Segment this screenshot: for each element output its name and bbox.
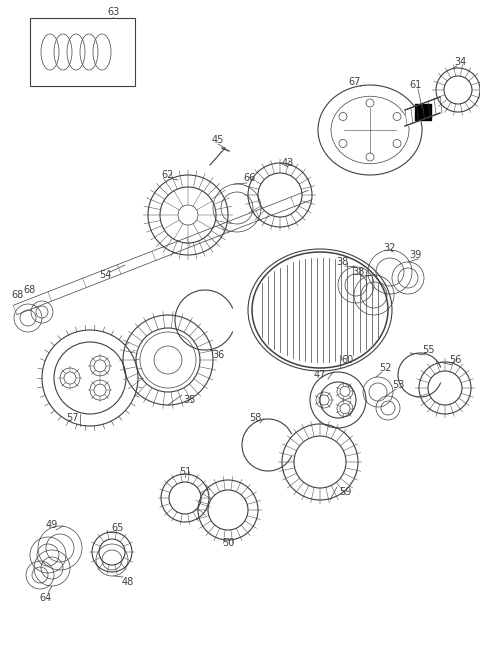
Text: 68: 68 bbox=[24, 285, 36, 295]
Text: 36: 36 bbox=[212, 350, 224, 360]
Text: 54: 54 bbox=[99, 270, 111, 280]
Text: 65: 65 bbox=[112, 523, 124, 533]
Text: 61: 61 bbox=[409, 80, 421, 90]
Text: 57: 57 bbox=[66, 413, 78, 423]
Text: 52: 52 bbox=[379, 363, 391, 373]
Text: 55: 55 bbox=[422, 345, 434, 355]
Text: 34: 34 bbox=[454, 57, 466, 67]
Text: 38: 38 bbox=[336, 257, 348, 267]
Text: 50: 50 bbox=[222, 538, 234, 548]
Text: 59: 59 bbox=[339, 487, 351, 497]
Text: 62: 62 bbox=[162, 170, 174, 180]
Text: 60: 60 bbox=[342, 355, 354, 365]
Text: 38: 38 bbox=[352, 267, 364, 277]
Text: 47: 47 bbox=[314, 370, 326, 380]
Text: 56: 56 bbox=[449, 355, 461, 365]
Text: 39: 39 bbox=[409, 250, 421, 260]
Text: 58: 58 bbox=[249, 413, 261, 423]
Text: 45: 45 bbox=[212, 135, 224, 145]
Text: 53: 53 bbox=[392, 380, 404, 390]
Text: 51: 51 bbox=[179, 467, 191, 477]
Text: 32: 32 bbox=[384, 243, 396, 253]
Text: 63: 63 bbox=[107, 7, 119, 17]
Text: 48: 48 bbox=[122, 577, 134, 587]
Bar bbox=[415, 103, 431, 119]
Text: 64: 64 bbox=[39, 593, 51, 603]
Text: 66: 66 bbox=[244, 173, 256, 183]
Text: 67: 67 bbox=[349, 77, 361, 87]
Bar bbox=[30, 18, 135, 86]
Text: 35: 35 bbox=[184, 395, 196, 405]
Text: 68: 68 bbox=[12, 290, 24, 300]
Text: 49: 49 bbox=[46, 520, 58, 530]
Text: 43: 43 bbox=[282, 158, 294, 168]
